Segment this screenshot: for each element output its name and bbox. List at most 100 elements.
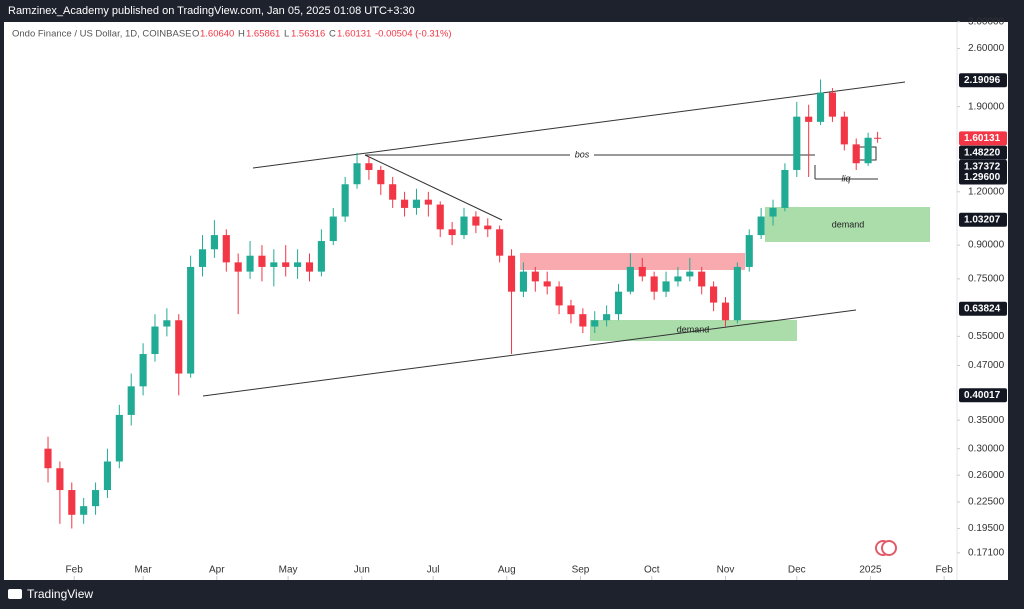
- y-tick-label: 0.22500: [968, 497, 1005, 508]
- candle-body: [305, 262, 314, 272]
- candle-body: [282, 262, 290, 267]
- trend-line: [202, 309, 857, 397]
- candle-body: [828, 92, 837, 117]
- candle-body: [294, 262, 302, 267]
- candle-body: [460, 216, 468, 236]
- candle-body: [175, 320, 183, 374]
- candle-body: [377, 169, 385, 185]
- x-tick-label: Jun: [354, 565, 370, 576]
- liq-label: liq: [841, 173, 850, 183]
- candle-body: [805, 116, 813, 122]
- price-marker: [959, 170, 1007, 185]
- candle-body: [317, 241, 325, 272]
- candle-body: [543, 281, 551, 287]
- candle-body: [507, 255, 516, 292]
- candle-body: [626, 266, 634, 292]
- flag-icon: [875, 540, 897, 556]
- candle-body: [198, 249, 207, 267]
- c-key: C: [329, 29, 336, 40]
- candle-body: [721, 302, 730, 321]
- supply-zone: [520, 253, 745, 270]
- candle-body: [103, 461, 112, 491]
- plot-area: [4, 22, 1008, 580]
- x-tick-label: Jul: [427, 565, 440, 576]
- y-tick-label: 0.35000: [968, 415, 1005, 426]
- candle-body: [519, 271, 527, 292]
- candle-body: [115, 414, 123, 462]
- candle-body: [579, 314, 587, 327]
- candle-body: [864, 137, 872, 164]
- footer-bar: [0, 580, 1024, 609]
- y-tick-label: 1.20000: [968, 186, 1005, 197]
- logo: [8, 589, 22, 599]
- candle-body: [258, 255, 266, 267]
- x-tick-label: Apr: [209, 565, 225, 576]
- candle-body: [793, 116, 801, 170]
- y-tick-label: 1.90000: [968, 101, 1005, 112]
- label-bg: [570, 149, 594, 161]
- y-tick-label: 0.30000: [968, 443, 1005, 454]
- candle-body: [874, 137, 882, 139]
- candle-body: [412, 199, 421, 208]
- price-marker: [959, 159, 1007, 174]
- price-marker-label: 0.63824: [964, 303, 1001, 314]
- candle-body: [91, 490, 100, 507]
- trend-line: [364, 154, 503, 221]
- candle-body: [650, 276, 658, 292]
- candle-body: [448, 229, 456, 236]
- axes: 3.00000 2.60000 1.90000 1.20000 0.90000 0.750…: [66, 17, 1007, 580]
- candle-body: [210, 235, 218, 250]
- price-marker: [959, 73, 1007, 88]
- price-marker: [959, 212, 1007, 227]
- demand-label: demand: [677, 324, 710, 334]
- candle-body: [496, 229, 504, 256]
- candle-body: [852, 144, 860, 164]
- price-marker: [959, 131, 1007, 146]
- candle-body: [341, 184, 349, 217]
- symbol: Ondo Finance / US Dollar, 1D, COINBASE: [12, 29, 192, 40]
- candle-body: [555, 286, 563, 306]
- candle-body: [674, 276, 682, 282]
- y-tick-label: 0.26000: [968, 470, 1005, 481]
- header-bar: [0, 0, 1024, 22]
- price-marker: [959, 388, 1007, 403]
- y-tick-label: 0.19500: [968, 523, 1005, 534]
- candle-body: [638, 266, 646, 277]
- demand-label: demand: [832, 219, 865, 229]
- candle-body: [353, 163, 361, 185]
- y-tick-label: 0.47000: [968, 360, 1005, 371]
- candle-body: [745, 235, 753, 267]
- brand: TradingView: [27, 587, 93, 601]
- price-marker-label: 0.40017: [964, 390, 1001, 401]
- candle-body: [424, 199, 432, 205]
- x-tick-label: Sep: [572, 565, 590, 576]
- x-tick-label: Feb: [936, 565, 954, 576]
- y-tick-label: 0.17100: [968, 547, 1005, 558]
- candle-body: [686, 271, 694, 277]
- x-tick-label: Mar: [134, 565, 152, 576]
- y-tick-label: 0.55000: [968, 331, 1005, 342]
- candle-body: [139, 354, 147, 387]
- candle-body: [163, 320, 171, 327]
- annotations: [202, 81, 930, 397]
- candle-body: [234, 262, 242, 272]
- annotation-labels: bos liq demand demand: [570, 149, 864, 334]
- price-marker-label: 1.29600: [964, 172, 1001, 183]
- x-tick-label: May: [279, 565, 298, 576]
- x-tick-label: Oct: [644, 565, 660, 576]
- candle-body: [472, 216, 480, 226]
- x-tick-label: Dec: [788, 565, 806, 576]
- price-marker-label: 1.48220: [964, 147, 1001, 158]
- demand-zone: [590, 320, 797, 341]
- o-key: O: [192, 29, 199, 40]
- candle-body: [56, 468, 64, 491]
- x-tick-label: Aug: [498, 565, 516, 576]
- x-tick-label: 2025: [859, 565, 882, 576]
- y-tick-label: 3.00000: [968, 17, 1005, 28]
- candle-body: [68, 490, 76, 515]
- candle-body: [733, 266, 741, 321]
- price-marker-label: 2.19096: [964, 75, 1001, 86]
- candles: [44, 79, 882, 529]
- price-marker: [959, 301, 1007, 316]
- candle-body: [222, 235, 230, 263]
